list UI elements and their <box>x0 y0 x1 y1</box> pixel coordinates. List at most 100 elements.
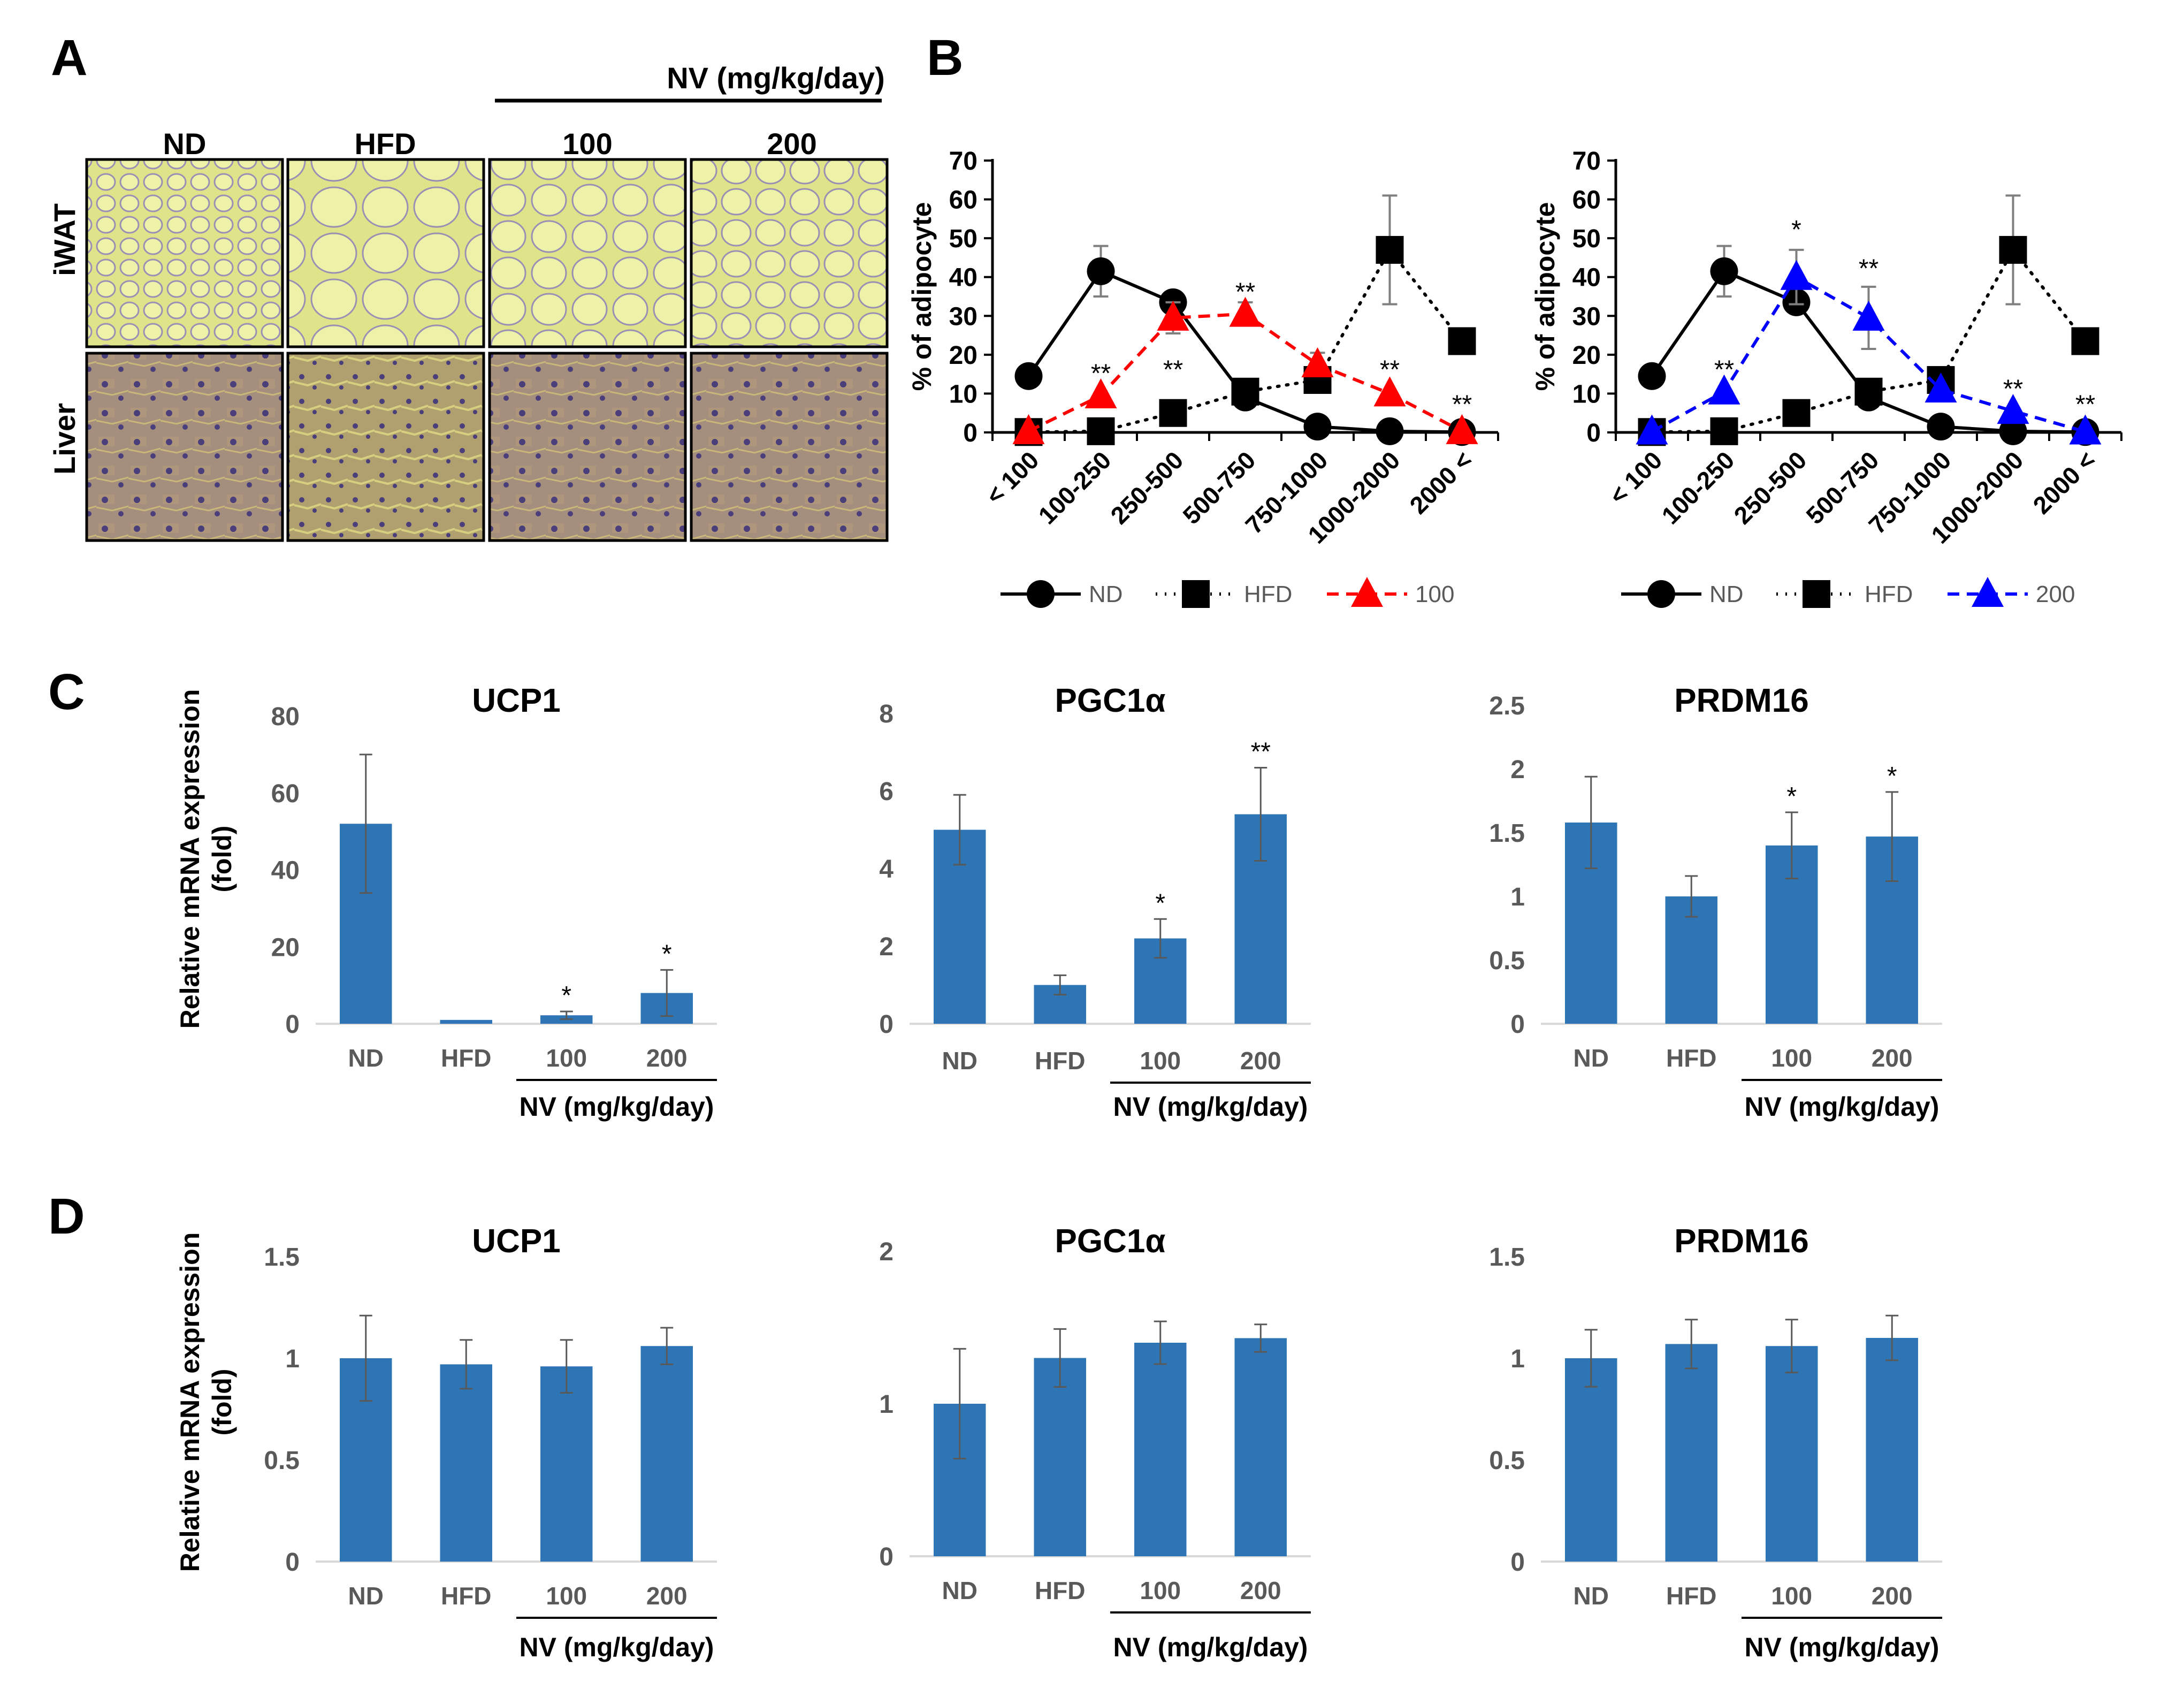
data-point-hfd <box>1710 417 1738 445</box>
legend-label-hfd: HFD <box>1244 581 1292 607</box>
chart-title: PGC1α <box>1055 1223 1166 1260</box>
significance-marker: ** <box>2075 391 2095 419</box>
bar-hfd <box>1665 1344 1717 1562</box>
histology-iwat-nd <box>85 158 284 348</box>
significance-marker: ** <box>1091 360 1111 388</box>
y-tick-label: 50 <box>1572 225 1601 253</box>
y-tick-label: 0 <box>1586 419 1601 447</box>
x-tick-label: ND <box>1574 1582 1609 1610</box>
significance-marker: * <box>1155 889 1165 917</box>
y-tick-label: 1 <box>285 1345 300 1373</box>
y-tick-label: 1 <box>1510 883 1525 911</box>
chart-title: PGC1α <box>1055 682 1166 719</box>
x-tick-label: 200 <box>1872 1582 1913 1610</box>
bar-chart-c-prdm16: PRDM16 0 0.5 1 1.5 2 2.5 ND HFD * 100 * 200 NV (mg/kg… <box>1489 682 1942 1122</box>
x-tick-label: 100 <box>1771 1044 1812 1072</box>
significance-marker: * <box>1791 216 1801 244</box>
y-axis-label: % of adipocyte <box>907 202 937 391</box>
chart-title: UCP1 <box>472 1223 560 1260</box>
legend-marker-200 <box>1972 577 2004 607</box>
y-tick-label: 10 <box>1572 380 1601 408</box>
group-label: NV (mg/kg/day) <box>520 1092 714 1122</box>
panel-a-group-label: NV (mg/kg/day) <box>667 61 885 95</box>
x-tick-label: 2000 < <box>2027 446 2101 519</box>
group-label: NV (mg/kg/day) <box>1745 1632 1939 1662</box>
group-label: NV (mg/kg/day) <box>1113 1092 1308 1122</box>
y-tick-label: 6 <box>879 778 894 806</box>
data-point-200 <box>1636 414 1668 445</box>
data-point-200 <box>1925 372 1957 403</box>
histology-iwat-100 <box>488 158 687 348</box>
y-tick-label: 0 <box>285 1010 300 1039</box>
data-point-hfd <box>1448 327 1476 355</box>
x-tick-label: HFD <box>1666 1582 1717 1610</box>
bar-chart-c-ucp1: UCP1 0 20 40 60 80 ND HFD * 100 * 200 NV (mg/kg/day) <box>271 682 717 1122</box>
significance-marker: ** <box>1452 391 1472 419</box>
panel-a-col-hfd: HFD <box>354 127 416 161</box>
x-tick-label: 100 <box>546 1044 587 1072</box>
bar-200 <box>1866 1338 1918 1562</box>
data-point-hfd <box>1999 235 2027 264</box>
y-tick-label: 30 <box>949 302 978 331</box>
data-point-hfd <box>1376 235 1404 264</box>
x-tick-label: 200 <box>646 1582 688 1610</box>
y-tick-label: 1.5 <box>1489 1243 1525 1272</box>
significance-marker: ** <box>1163 355 1183 384</box>
data-point-hfd <box>2071 327 2099 355</box>
y-tick-label: 0 <box>285 1548 300 1577</box>
x-tick-label: 2000 < <box>1404 446 1477 519</box>
group-label: NV (mg/kg/day) <box>520 1632 714 1662</box>
data-point-hfd <box>1159 399 1187 427</box>
x-tick-label: 250-500 <box>1728 446 1812 529</box>
x-tick-label: 100 <box>1140 1577 1181 1604</box>
panel-a-col-200: 200 <box>767 127 816 161</box>
group-label: NV (mg/kg/day) <box>1113 1632 1308 1662</box>
y-tick-label: 1.5 <box>264 1243 300 1272</box>
data-point-100 <box>1373 376 1406 407</box>
significance-marker: ** <box>1859 255 1878 283</box>
histology-liver-hfd <box>286 352 485 542</box>
bar-chart-d-prdm16: PRDM16 0 0.5 1 1.5 ND HFD 100 200 NV (mg/kg/day) <box>1489 1223 1942 1662</box>
panel-a-row-liver: Liver <box>48 403 81 475</box>
data-point-nd <box>1087 257 1115 285</box>
x-tick-label: ND <box>348 1044 384 1072</box>
y-tick-label: 70 <box>949 147 978 176</box>
x-tick-label: 200 <box>646 1044 688 1072</box>
group-label: NV (mg/kg/day) <box>1745 1092 1939 1122</box>
y-tick-label: 10 <box>949 380 978 408</box>
panel-a-letter: A <box>51 29 88 86</box>
significance-marker: ** <box>1251 738 1271 766</box>
significance-marker: ** <box>1235 278 1255 306</box>
histology-liver-200 <box>690 352 889 542</box>
y-tick-label: 30 <box>1572 302 1601 331</box>
bar-hfd <box>440 1364 492 1562</box>
legend-label-100: 100 <box>1415 581 1454 607</box>
x-tick-label: 250-500 <box>1105 446 1188 529</box>
data-point-nd <box>1303 413 1332 441</box>
y-tick-label: 0 <box>879 1010 894 1039</box>
data-point-200 <box>1708 374 1740 405</box>
y-tick-label: 0.5 <box>264 1447 300 1475</box>
y-tick-label: 4 <box>879 855 894 884</box>
y-tick-label: 2 <box>879 933 894 961</box>
data-point-100 <box>1301 347 1334 377</box>
y-tick-label: 2 <box>1510 756 1525 784</box>
x-tick-label: 200 <box>1240 1047 1281 1075</box>
y-tick-label: 60 <box>949 186 978 215</box>
legend-marker-hfd <box>1182 580 1210 608</box>
y-tick-label: 0 <box>1510 1548 1525 1577</box>
y-tick-label: 0 <box>963 419 978 447</box>
significance-marker: * <box>561 981 571 1010</box>
x-tick-label: 200 <box>1240 1577 1281 1604</box>
bar-nd <box>1565 1358 1617 1562</box>
data-point-nd <box>1927 413 1955 441</box>
bar-100 <box>1134 1343 1187 1556</box>
x-tick-label: 100 <box>1140 1047 1181 1075</box>
bar-100 <box>540 1366 593 1562</box>
panel-a-row-iwat: iWAT <box>48 203 81 276</box>
panel-d-ylabel-line2: (fold) <box>207 1369 237 1436</box>
x-tick-label: 100-250 <box>1033 446 1116 529</box>
panel-c-ylabel-line1: Relative mRNA expression <box>175 689 205 1029</box>
data-point-100 <box>1229 296 1262 327</box>
